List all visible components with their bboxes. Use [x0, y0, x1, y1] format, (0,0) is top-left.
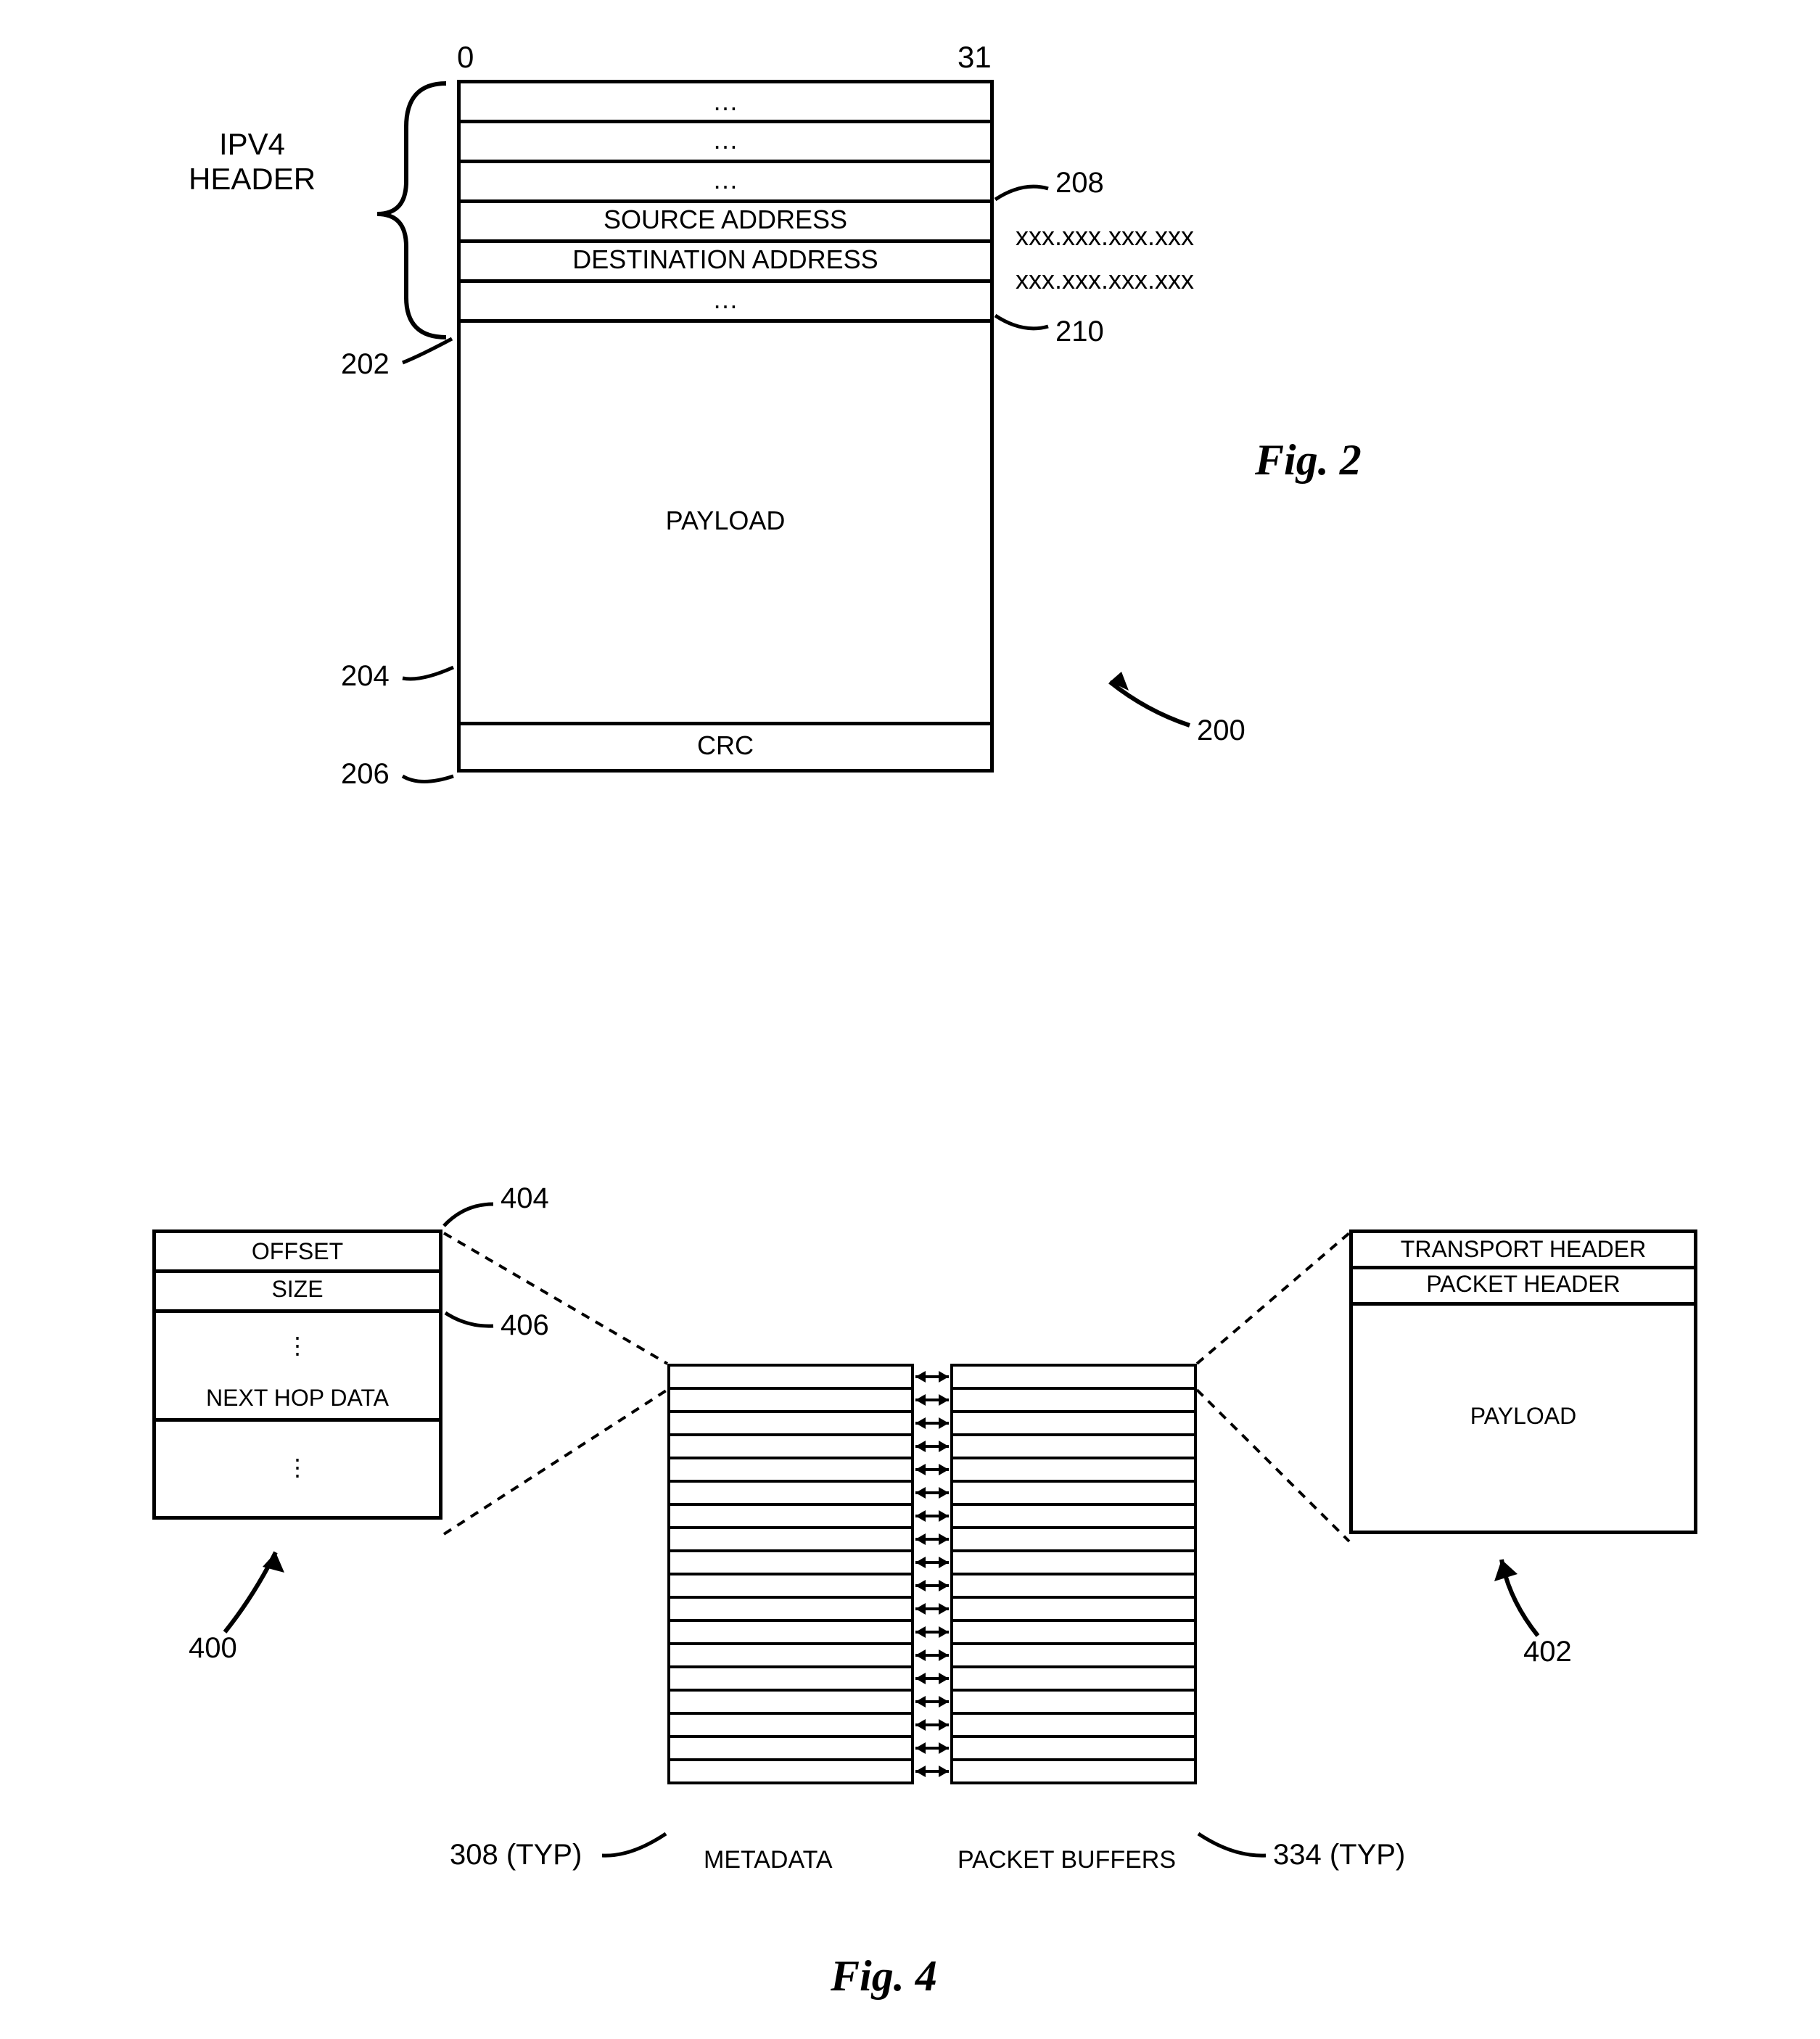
- ref-406: 406: [501, 1309, 549, 1342]
- ref-402: 402: [1523, 1636, 1572, 1668]
- callout-line: [1198, 1834, 1266, 1855]
- ref-404: 404: [501, 1182, 549, 1215]
- callout-line: [602, 1834, 666, 1855]
- ref-308: 308 (TYP): [450, 1839, 582, 1871]
- ref-400: 400: [189, 1632, 237, 1665]
- metadata-label: METADATA: [704, 1846, 833, 1874]
- fig4-title: Fig. 4: [831, 1951, 937, 2001]
- ref-334: 334 (TYP): [1273, 1839, 1405, 1871]
- packet-buffers-label: PACKET BUFFERS: [958, 1846, 1176, 1874]
- callout-line: [444, 1204, 493, 1226]
- callout-line: [445, 1313, 493, 1326]
